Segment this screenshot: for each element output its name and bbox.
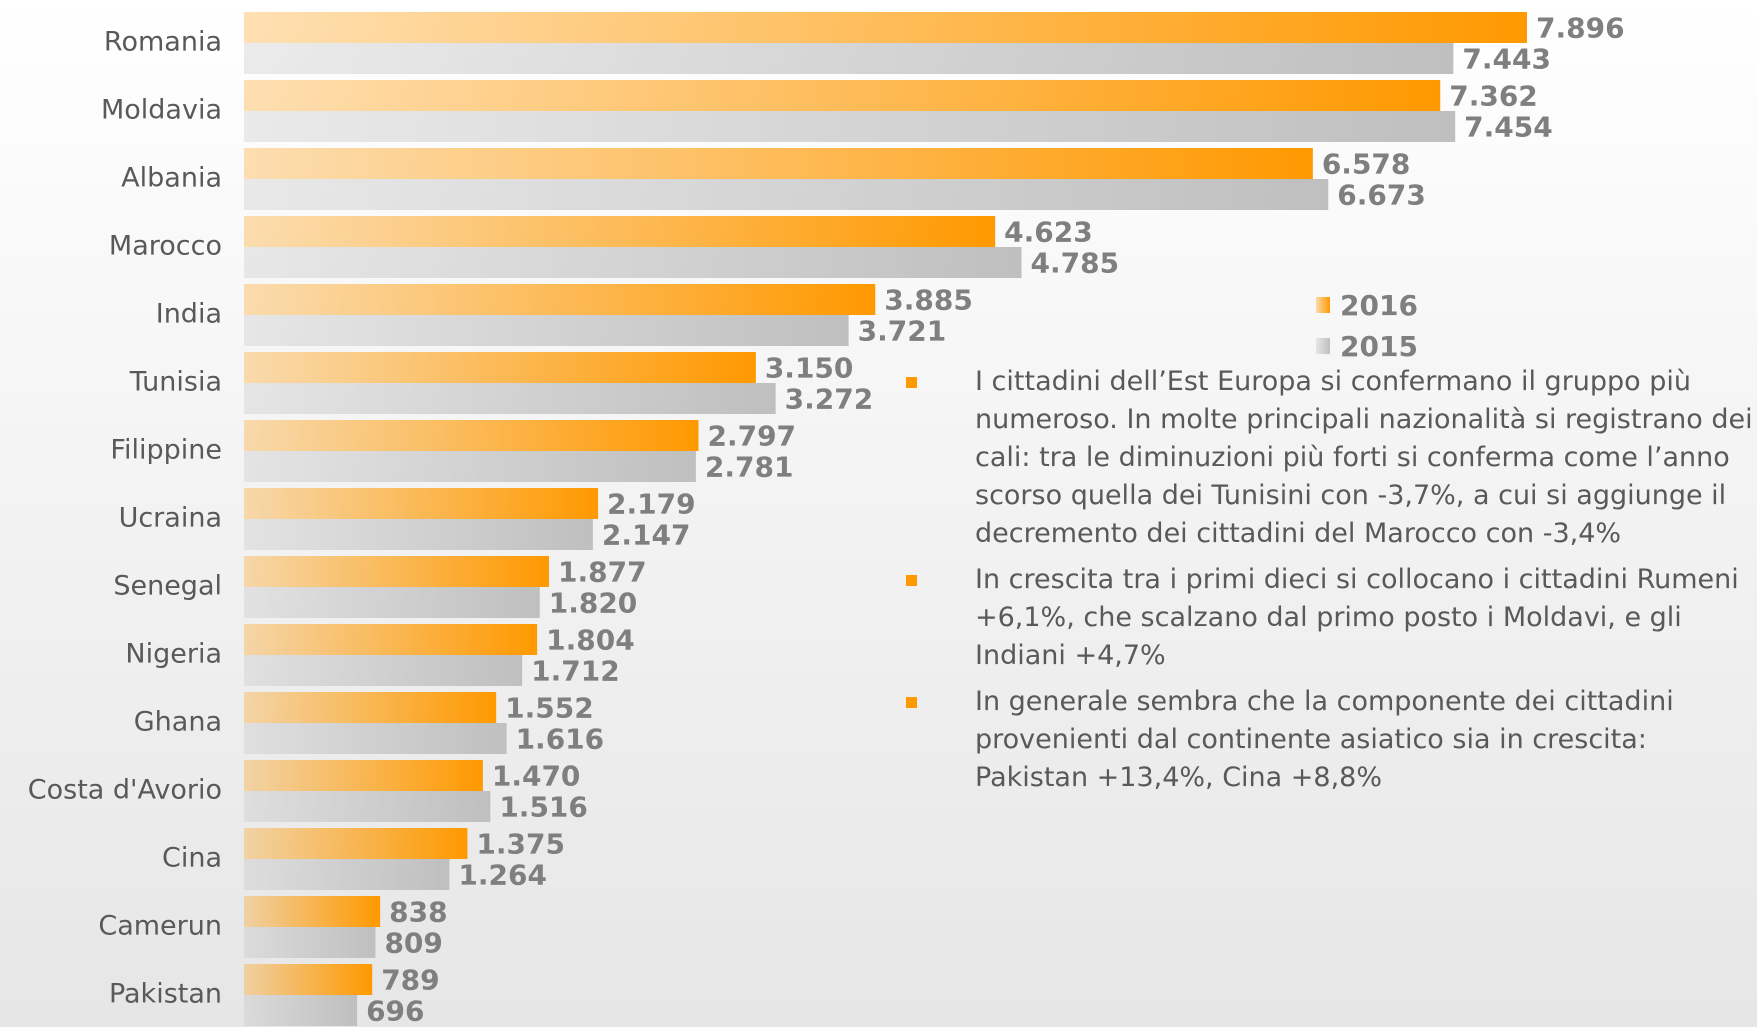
value-label: 1.877 [558,556,647,589]
category-label: Marocco [109,231,222,262]
bar [244,995,358,1026]
category-label: Cina [162,843,222,874]
value-label: 3.721 [858,315,947,348]
bar [244,927,376,958]
bar [244,859,450,890]
value-label: 2.147 [602,519,691,552]
bar [244,284,876,315]
category-label: Tunisia [129,367,222,398]
value-label: 6.578 [1322,148,1411,181]
bar [244,383,776,414]
value-label: 1.712 [531,655,620,688]
bar [244,179,1329,210]
bar [244,519,593,550]
value-label: 6.673 [1337,179,1426,212]
value-label: 4.623 [1004,216,1093,249]
category-label: Senegal [113,571,222,602]
bar [244,148,1313,179]
category-label: India [156,299,222,330]
bar [244,723,507,754]
bar [244,964,373,995]
bar [244,216,996,247]
category-label: Albania [121,163,222,194]
bar [244,624,538,655]
value-label: 7.896 [1536,12,1625,45]
bar [244,352,756,383]
category-label: Costa d'Avorio [28,775,222,806]
category-label: Moldavia [101,95,222,126]
category-label: Romania [104,27,222,58]
value-label: 1.516 [499,791,588,824]
note: In generale sembra che la componente dei… [900,683,1755,797]
value-label: 696 [366,995,424,1027]
value-label: 789 [381,964,439,997]
bar [244,655,523,686]
bar [244,111,1456,142]
bar [244,896,381,927]
category-label: Filippine [110,435,222,466]
value-label: 7.454 [1464,111,1553,144]
value-label: 1.470 [492,760,581,793]
value-label: 1.375 [476,828,565,861]
bar [244,420,699,451]
category-label: Nigeria [125,639,222,670]
legend-swatch [1316,297,1330,313]
bar [244,247,1022,278]
bar [244,80,1441,111]
value-label: 1.552 [505,692,594,725]
value-label: 809 [384,927,442,960]
notes: I cittadini dell’Est Europa si conferman… [900,363,1755,805]
value-label: 7.443 [1462,43,1551,76]
value-label: 4.785 [1031,247,1120,280]
bar [244,760,483,791]
value-label: 1.264 [458,859,547,892]
legend-label: 2015 [1340,330,1418,363]
value-label: 3.885 [884,284,973,317]
value-label: 1.820 [549,587,638,620]
legend-label: 2016 [1340,289,1418,322]
value-label: 1.616 [516,723,605,756]
value-label: 2.797 [707,420,796,453]
category-label: Camerun [98,911,222,942]
bar [244,692,497,723]
bar [244,488,599,519]
value-label: 3.272 [785,383,874,416]
bar [244,451,696,482]
category-label: Ghana [134,707,222,738]
value-label: 838 [389,896,447,929]
bar [244,315,849,346]
category-label: Ucraina [119,503,222,534]
bar [244,556,549,587]
bar [244,828,468,859]
bar [244,43,1454,74]
value-label: 3.150 [765,352,854,385]
value-label: 1.804 [546,624,635,657]
value-label: 2.179 [607,488,696,521]
legend-swatch [1316,338,1330,354]
bar [244,791,491,822]
note: I cittadini dell’Est Europa si conferman… [900,363,1755,553]
category-label: Pakistan [109,979,222,1010]
value-label: 2.781 [705,451,794,484]
note: In crescita tra i primi dieci si colloca… [900,561,1755,675]
value-label: 7.362 [1449,80,1538,113]
bar [244,12,1527,43]
bar [244,587,540,618]
